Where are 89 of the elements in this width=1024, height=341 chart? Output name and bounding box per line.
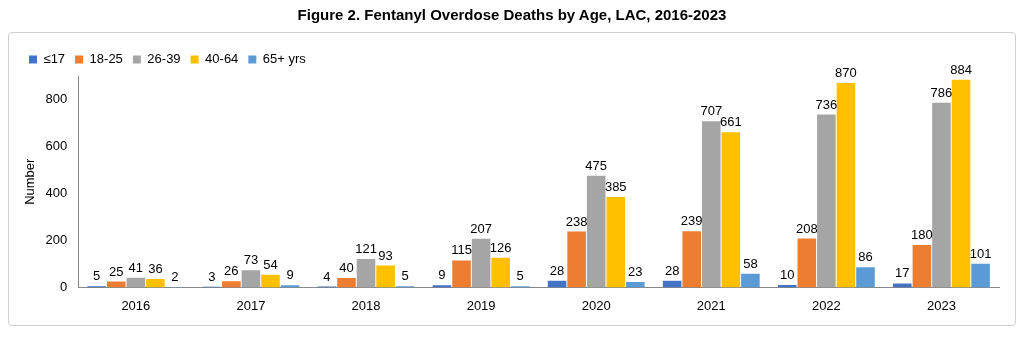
bar (452, 260, 471, 288)
bar (817, 114, 836, 288)
data-label: 28 (549, 262, 565, 278)
x-tick-label: 2023 (926, 297, 956, 313)
legend-label: 65+ yrs (262, 51, 307, 67)
x-tick-label: 2018 (351, 297, 381, 313)
data-label: 25 (109, 263, 124, 279)
data-label: 36 (148, 261, 163, 277)
bar (971, 263, 990, 288)
data-label: 9 (286, 267, 294, 283)
legend-label: 18-25 (89, 51, 123, 67)
x-tick-label: 2019 (466, 297, 496, 313)
y-tick-label: 800 (45, 91, 68, 107)
bar (682, 231, 702, 288)
chart-title: Figure 2. Fentanyl Overdose Deaths by Age, LAC, 2016-2023 (296, 5, 728, 25)
data-label: 54 (263, 256, 278, 272)
data-label: 58 (743, 255, 758, 271)
data-label: 41 (128, 259, 144, 275)
data-label: 2 (171, 269, 179, 285)
data-label: 5 (401, 268, 409, 284)
data-label: 208 (795, 220, 818, 236)
data-label: 23 (628, 264, 643, 280)
data-label: 10 (780, 267, 795, 283)
data-label: 239 (680, 213, 703, 229)
y-tick-label: 600 (45, 138, 68, 154)
data-label: 17 (895, 265, 910, 281)
bar (222, 281, 241, 288)
x-tick-label: 2016 (121, 297, 151, 313)
bar (932, 102, 951, 288)
bar (856, 267, 875, 288)
data-label: 86 (858, 249, 873, 265)
bar (280, 285, 300, 288)
legend-label: ≤17 (43, 51, 66, 67)
x-tick-label: 2022 (811, 297, 841, 313)
data-label: 870 (835, 65, 857, 81)
bar (491, 257, 510, 288)
data-label: 115 (451, 242, 472, 258)
x-tick-label: 2017 (236, 297, 266, 313)
bar (701, 121, 721, 288)
data-label: 5 (516, 268, 524, 284)
bar (356, 258, 376, 288)
bar (337, 278, 356, 288)
data-label: 121 (355, 241, 377, 257)
data-label: 207 (470, 220, 492, 236)
data-label: 884 (950, 61, 972, 77)
bar (241, 270, 261, 288)
bar (797, 238, 817, 288)
bar (836, 83, 856, 288)
data-label: 9 (438, 267, 446, 283)
bar (741, 273, 760, 288)
bar (567, 231, 586, 288)
data-label: 5 (93, 268, 101, 284)
data-label: 475 (585, 157, 608, 173)
legend-label: 26-39 (147, 51, 181, 67)
data-label: 786 (930, 84, 953, 100)
legend-label: 40-64 (205, 51, 239, 67)
bar (606, 196, 626, 288)
data-label: 385 (604, 179, 627, 195)
data-label: 661 (719, 114, 742, 130)
bar (893, 283, 912, 288)
y-tick-label: 0 (60, 278, 68, 294)
bar (471, 238, 491, 288)
bar (626, 282, 645, 288)
bar (376, 265, 395, 288)
bar (261, 274, 280, 288)
bar (586, 175, 606, 288)
y-tick-label: 200 (45, 232, 68, 247)
data-label: 3 (208, 268, 216, 284)
bar (126, 277, 146, 288)
bar (432, 285, 452, 288)
data-label: 40 (339, 260, 354, 276)
data-label: 28 (664, 262, 680, 278)
x-tick-label: 2021 (696, 297, 726, 313)
data-label: 26 (224, 263, 239, 279)
x-tick-label: 2020 (581, 297, 611, 313)
data-label: 180 (911, 227, 933, 243)
bar (951, 79, 971, 288)
data-label: 73 (243, 252, 259, 268)
data-label: 4 (323, 268, 331, 284)
data-label: 93 (378, 247, 393, 263)
y-axis-title: Number (22, 157, 38, 205)
data-label: 736 (815, 96, 838, 112)
data-label: 101 (969, 245, 992, 261)
data-label: 126 (489, 239, 512, 255)
data-label: 238 (565, 213, 588, 229)
y-tick-label: 400 (45, 185, 68, 201)
bar (721, 132, 741, 288)
bar (146, 278, 165, 288)
bar (912, 245, 932, 288)
